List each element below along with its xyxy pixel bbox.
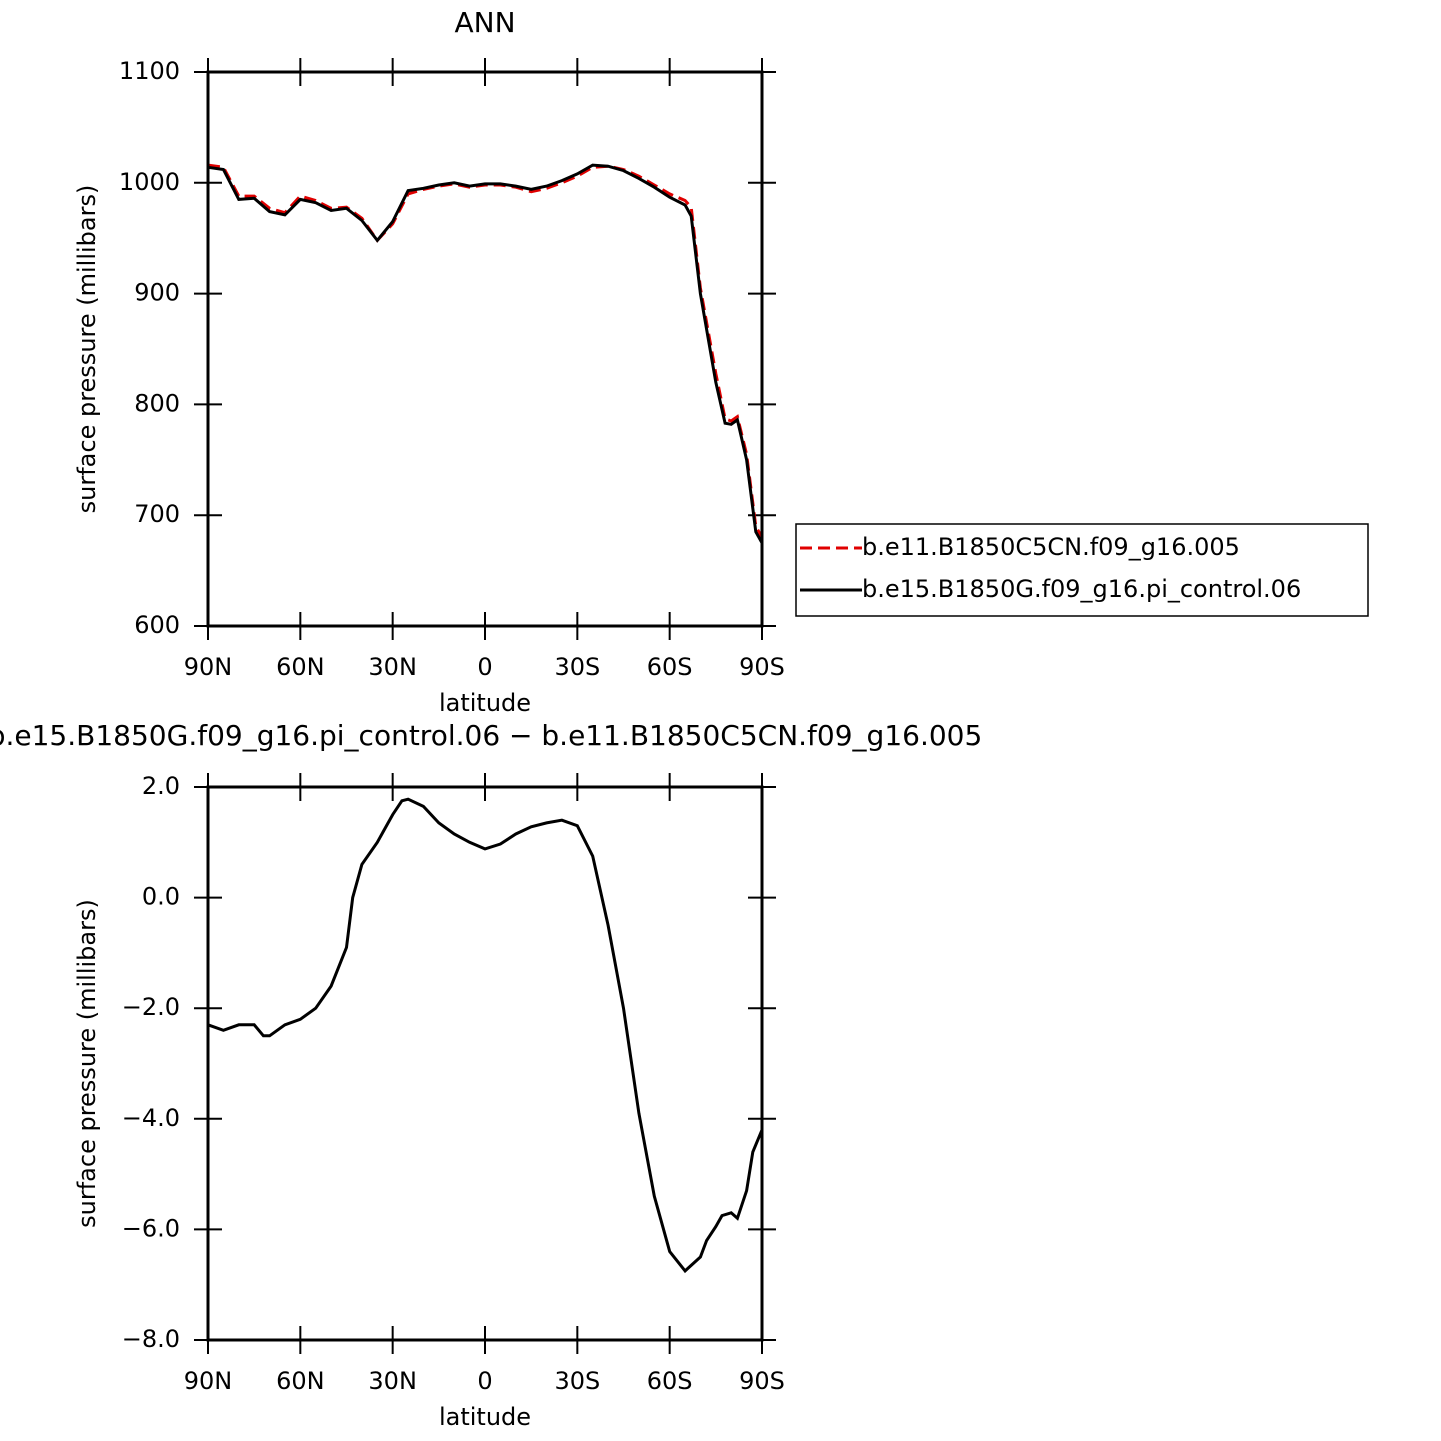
x-tick-label: 60N <box>276 653 325 681</box>
y-tick-label: −8.0 <box>122 1325 180 1353</box>
x-tick-label: 30S <box>554 1367 600 1395</box>
legend-box <box>795 523 1369 617</box>
x-tick-label: 0 <box>477 1367 492 1395</box>
chart-title: ANN <box>454 6 515 39</box>
x-axis-label: latitude <box>439 1403 531 1431</box>
x-tick-label: 60N <box>276 1367 325 1395</box>
legend-label: b.e15.B1850G.f09_g16.pi_control.06 <box>862 575 1301 603</box>
y-tick-label: −4.0 <box>122 1104 180 1132</box>
x-tick-label: 90N <box>184 653 233 681</box>
y-tick-label: 600 <box>134 611 180 639</box>
y-tick-label: 0.0 <box>142 883 180 911</box>
y-tick-label: 2.0 <box>142 772 180 800</box>
x-tick-label: 30S <box>554 653 600 681</box>
y-tick-label: −6.0 <box>122 1214 180 1242</box>
plot-frame <box>206 785 764 1342</box>
plot-frame <box>206 70 764 628</box>
x-tick-label: 0 <box>477 653 492 681</box>
y-axis-label: surface pressure (millibars) <box>73 899 101 1228</box>
x-tick-label: 90S <box>739 1367 785 1395</box>
y-tick-label: 900 <box>134 279 180 307</box>
x-axis-label: latitude <box>439 689 531 717</box>
x-tick-label: 60S <box>647 653 693 681</box>
x-tick-label: 30N <box>368 653 417 681</box>
y-tick-label: 1000 <box>119 168 180 196</box>
y-axis-label: surface pressure (millibars) <box>73 185 101 514</box>
y-tick-label: 800 <box>134 389 180 417</box>
y-tick-label: −2.0 <box>122 993 180 1021</box>
series-line <box>207 163 764 539</box>
x-tick-label: 60S <box>647 1367 693 1395</box>
x-tick-label: 30N <box>368 1367 417 1395</box>
y-tick-label: 700 <box>134 500 180 528</box>
x-tick-label: 90N <box>184 1367 233 1395</box>
series-line <box>207 797 764 1274</box>
x-tick-label: 90S <box>739 653 785 681</box>
chart-title: b.e15.B1850G.f09_g16.pi_control.06 − b.e… <box>0 719 982 752</box>
legend-label: b.e11.B1850C5CN.f09_g16.005 <box>862 533 1240 561</box>
series-line <box>207 163 764 544</box>
y-tick-label: 1100 <box>119 57 180 85</box>
